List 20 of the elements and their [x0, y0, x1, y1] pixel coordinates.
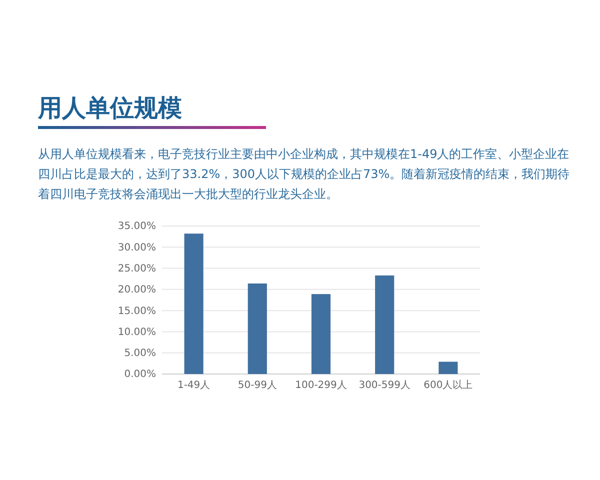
y-tick-label: 0.00% [124, 369, 156, 380]
bar [184, 234, 204, 374]
x-tick-label: 600人以上 [424, 379, 473, 392]
y-tick-label: 5.00% [124, 348, 156, 360]
x-tick-label: 300-599人 [358, 380, 410, 392]
y-tick-label: 15.00% [118, 306, 156, 317]
x-tick-label: 1-49人 [177, 380, 210, 392]
bar [248, 284, 267, 374]
bar [375, 275, 394, 374]
x-tick-label: 100-299人 [295, 380, 347, 392]
bar [438, 362, 458, 374]
y-tick-label: 10.00% [118, 326, 156, 338]
chart-title: 用人单位规模 [38, 93, 182, 124]
chart-subtitle: 从用人单位规模看来，电子竞技行业主要由中小企业构成，其中规模在1-49人的工作室、小型企业在四川占比是最大的，达到了33.2%，300人以下规模的企业占73%。随着新冠疫情的结束，我们期待着四川电子竞技将会涌现出一大批大型的行业龙头企业。 [38, 146, 571, 203]
y-tick-label: 25.00% [118, 263, 156, 274]
y-tick-label: 35.00% [118, 221, 156, 232]
bar [311, 294, 331, 374]
x-tick-label: 50-99人 [238, 380, 277, 392]
y-tick-label: 30.00% [118, 242, 156, 254]
y-tick-label: 20.00% [118, 284, 156, 296]
